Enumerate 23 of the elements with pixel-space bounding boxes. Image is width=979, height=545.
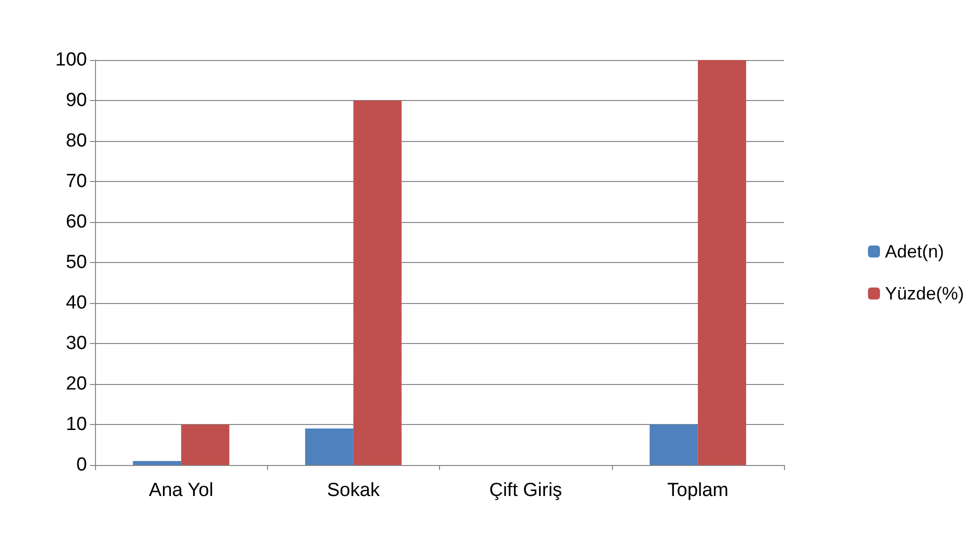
x-tick-label: Çift Giriş — [489, 480, 562, 501]
x-tick-label: Sokak — [326, 480, 380, 501]
bar — [132, 460, 182, 465]
bar — [650, 424, 698, 465]
y-tick-label: 60 — [66, 212, 87, 232]
y-tick-label: 10 — [66, 414, 87, 435]
bar — [181, 424, 230, 465]
bar — [353, 100, 402, 465]
y-tick-label: 40 — [66, 292, 87, 314]
y-tick-label: 20 — [66, 374, 87, 394]
legend-label: Yüzde(%) — [884, 284, 964, 304]
y-tick-label: 80 — [66, 130, 87, 152]
y-tick-label: 50 — [66, 252, 87, 273]
x-tick-label: Ana Yol — [148, 480, 214, 501]
legend-label: Adet(n) — [884, 242, 944, 262]
y-tick-label: 70 — [66, 171, 87, 192]
y-tick-label: 30 — [66, 333, 87, 354]
y-tick-label: 100 — [55, 50, 87, 70]
y-tick-label: 90 — [66, 90, 87, 111]
y-tick-label: 0 — [76, 454, 87, 476]
bar — [305, 428, 354, 465]
bar — [698, 60, 746, 465]
x-tick-label: Toplam — [667, 480, 728, 501]
